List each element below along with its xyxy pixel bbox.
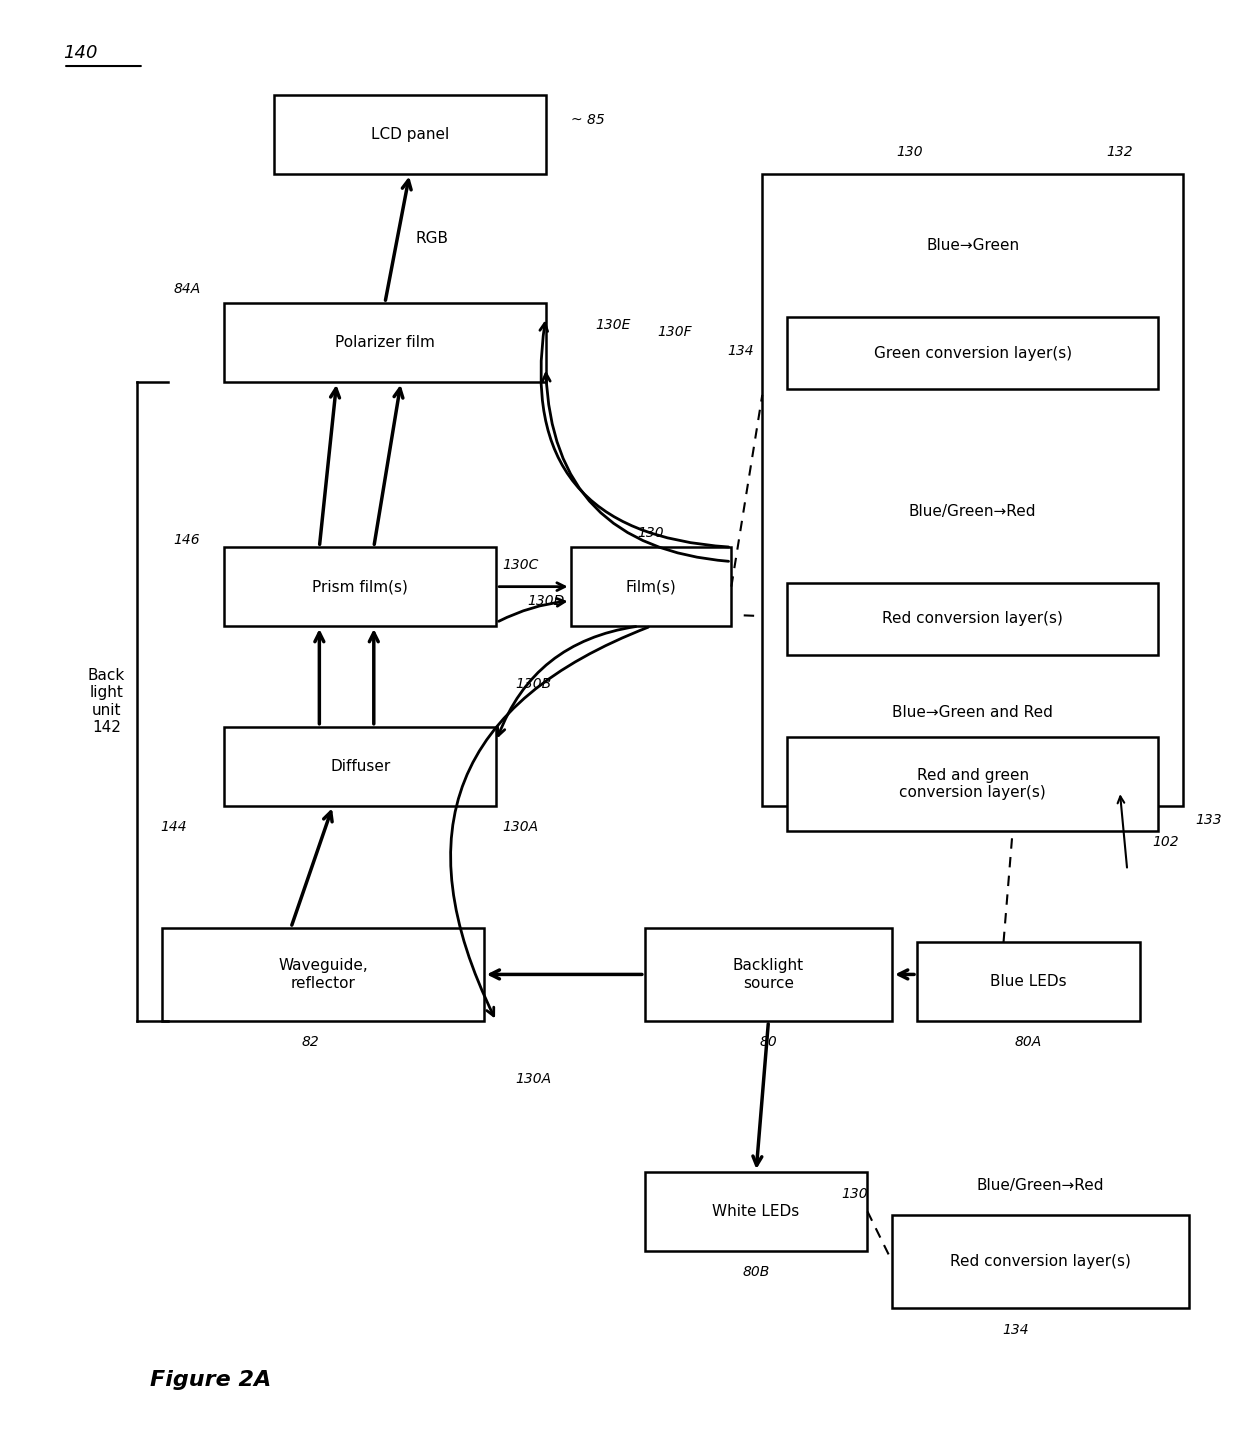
Text: Back
light
unit
142: Back light unit 142 xyxy=(88,668,125,735)
Text: 80: 80 xyxy=(760,1036,777,1049)
Text: LCD panel: LCD panel xyxy=(371,127,449,141)
FancyBboxPatch shape xyxy=(224,304,546,381)
Text: Figure 2A: Figure 2A xyxy=(150,1370,272,1390)
Text: 130: 130 xyxy=(897,145,923,160)
Text: 130C: 130C xyxy=(502,558,539,573)
Text: 84A: 84A xyxy=(174,282,201,296)
Text: RGB: RGB xyxy=(415,230,449,246)
FancyBboxPatch shape xyxy=(893,1215,1189,1308)
Text: 102: 102 xyxy=(1152,835,1179,849)
Text: 130A: 130A xyxy=(515,1072,551,1085)
Text: Blue→Green: Blue→Green xyxy=(926,237,1019,253)
Text: Red conversion layer(s): Red conversion layer(s) xyxy=(950,1255,1131,1269)
Text: Blue LEDs: Blue LEDs xyxy=(990,974,1066,989)
Text: Red and green
conversion layer(s): Red and green conversion layer(s) xyxy=(899,768,1047,800)
FancyBboxPatch shape xyxy=(916,943,1140,1022)
Text: 132: 132 xyxy=(1106,145,1133,160)
FancyBboxPatch shape xyxy=(645,928,893,1022)
Text: Red conversion layer(s): Red conversion layer(s) xyxy=(882,612,1063,626)
Text: 130B: 130B xyxy=(515,676,551,691)
FancyBboxPatch shape xyxy=(645,1171,868,1250)
Text: 82: 82 xyxy=(301,1036,320,1049)
Text: 146: 146 xyxy=(174,534,201,547)
FancyArrowPatch shape xyxy=(539,324,729,547)
Text: Diffuser: Diffuser xyxy=(330,758,391,774)
Text: 130E: 130E xyxy=(595,318,631,331)
FancyBboxPatch shape xyxy=(570,547,732,626)
Text: Blue/Green→Red: Blue/Green→Red xyxy=(977,1179,1105,1193)
Text: 80A: 80A xyxy=(1014,1036,1042,1049)
FancyBboxPatch shape xyxy=(162,928,484,1022)
FancyBboxPatch shape xyxy=(787,318,1158,389)
Text: 134: 134 xyxy=(1003,1322,1029,1337)
Text: Green conversion layer(s): Green conversion layer(s) xyxy=(873,345,1071,361)
FancyBboxPatch shape xyxy=(274,95,546,174)
Text: Prism film(s): Prism film(s) xyxy=(312,578,408,594)
FancyBboxPatch shape xyxy=(224,727,496,806)
Text: 130D: 130D xyxy=(527,594,564,609)
FancyBboxPatch shape xyxy=(763,174,1183,806)
FancyArrowPatch shape xyxy=(542,374,729,561)
Text: 130: 130 xyxy=(842,1187,868,1200)
Text: Waveguide,
reflector: Waveguide, reflector xyxy=(278,958,368,990)
Text: 130F: 130F xyxy=(657,325,692,338)
FancyArrowPatch shape xyxy=(497,626,636,735)
Text: 144: 144 xyxy=(160,820,187,835)
Text: 134: 134 xyxy=(728,344,754,358)
Text: 80B: 80B xyxy=(743,1265,770,1279)
Text: Blue/Green→Red: Blue/Green→Red xyxy=(909,504,1037,518)
FancyArrowPatch shape xyxy=(450,627,649,1016)
Text: 130A: 130A xyxy=(502,820,538,835)
Text: ~ 85: ~ 85 xyxy=(570,112,604,127)
Text: White LEDs: White LEDs xyxy=(713,1204,800,1219)
Text: 140: 140 xyxy=(63,45,98,62)
Text: 130: 130 xyxy=(637,527,665,540)
Text: Blue→Green and Red: Blue→Green and Red xyxy=(892,705,1053,720)
Text: Polarizer film: Polarizer film xyxy=(335,335,435,350)
Text: Backlight
source: Backlight source xyxy=(733,958,804,990)
FancyBboxPatch shape xyxy=(787,737,1158,830)
FancyBboxPatch shape xyxy=(224,547,496,626)
Text: 133: 133 xyxy=(1195,813,1221,827)
Text: Film(s): Film(s) xyxy=(625,578,676,594)
FancyBboxPatch shape xyxy=(787,583,1158,655)
